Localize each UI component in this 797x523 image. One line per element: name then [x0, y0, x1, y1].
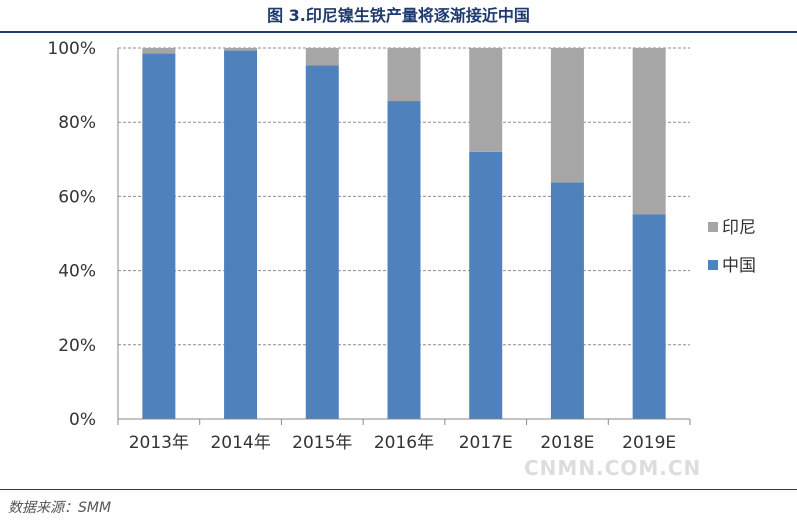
stacked-bar-chart: 0%20%40%60%80%100% 2013年 2014年 2015年 2016年 2… [47, 39, 756, 453]
axes [117, 48, 691, 425]
bar-china [632, 214, 666, 419]
y-tick-labels: 0% 20% 40% 60% 80% 100% [47, 39, 96, 430]
legend-label: 中国 [722, 256, 756, 276]
legend-label: 印尼 [722, 218, 756, 238]
bar-indonesia [387, 48, 421, 102]
x-tick-label: 2017E [459, 433, 513, 453]
title-divider [0, 31, 797, 33]
bar-indonesia [550, 48, 584, 183]
bar-china [224, 50, 258, 420]
x-tick-label: 2016年 [374, 433, 434, 453]
x-tick-labels: 2013年 2014年 2015年 2016年 2017E 2018E 2019E [129, 433, 676, 453]
x-tick-label: 2014年 [210, 433, 270, 453]
bar-indonesia [305, 48, 339, 66]
legend-swatch [708, 222, 718, 232]
x-tick-label: 2019E [622, 433, 676, 453]
bar-indonesia [142, 48, 176, 54]
y-tick-label: 40% [58, 262, 96, 282]
bar-china [550, 182, 584, 419]
y-tick-label: 80% [58, 113, 96, 133]
source-note: 数据来源：SMM [8, 500, 112, 516]
x-tick-label: 2013年 [129, 433, 189, 453]
x-tick-label: 2015年 [292, 433, 352, 453]
bar-indonesia [469, 48, 503, 152]
bars [142, 48, 666, 420]
y-tick-label: 0% [69, 410, 96, 430]
watermark-text: CNMN.COM.CN [524, 456, 702, 480]
bar-indonesia [224, 48, 258, 51]
bar-indonesia [632, 48, 666, 215]
y-tick-label: 60% [58, 187, 96, 207]
y-tick-label: 100% [47, 39, 96, 59]
bar-china [387, 101, 421, 419]
legend-swatch [708, 260, 718, 270]
x-tick-label: 2018E [540, 433, 594, 453]
bar-china [142, 53, 176, 419]
footer-divider [0, 489, 797, 490]
bar-china [469, 151, 503, 419]
y-tick-label: 20% [58, 336, 96, 356]
bar-china [305, 65, 339, 419]
chart-title: 图 3.印尼镍生铁产量将逐渐接近中国 [267, 6, 530, 25]
